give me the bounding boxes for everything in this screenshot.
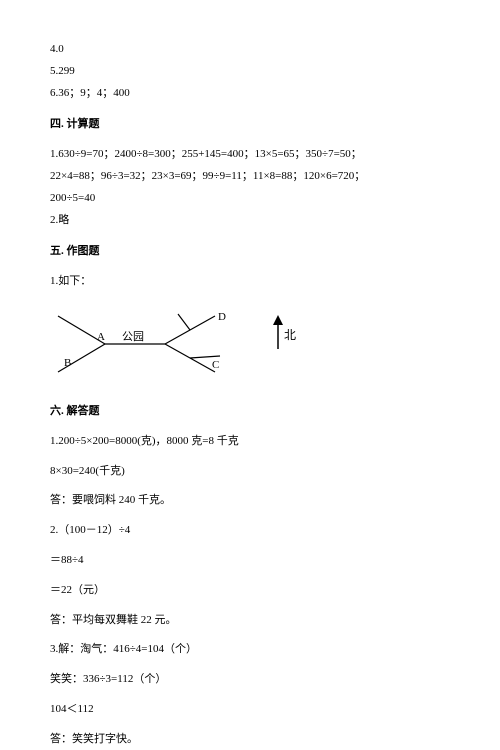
section-6-heading: 六. 解答题 [50, 402, 450, 422]
top-line-2: 5.299 [50, 62, 450, 82]
s6-q3b: 笑笑：336÷3=112（个） [50, 670, 450, 690]
top-line-3: 6.36；9；4；400 [50, 84, 450, 104]
top-line-1: 4.0 [50, 40, 450, 60]
s4-p1c: 200÷5=40 [50, 189, 450, 209]
north-label: 北 [284, 325, 296, 347]
s6-q2c: ＝22（元） [50, 581, 450, 601]
s6-q2a: 2.（100－12）÷4 [50, 521, 450, 541]
s4-p1a: 1.630÷9=70；2400÷8=300；255+145=400；13×5=6… [50, 145, 450, 165]
s5-p1: 1.如下： [50, 272, 450, 292]
s6-q1a: 1.200÷5×200=8000(克)，8000 克=8 千克 [50, 432, 450, 452]
s6-q2d: 答：平均每双舞鞋 22 元。 [50, 611, 450, 631]
s4-p2: 2.略 [50, 211, 450, 231]
s6-q2b: ＝88÷4 [50, 551, 450, 571]
s6-q1c: 答：要喂饲料 240 千克。 [50, 491, 450, 511]
section-4-heading: 四. 计算题 [50, 115, 450, 135]
s6-q3c: 104＜112 [50, 700, 450, 720]
s6-q3d: 答：笑笑打字快。 [50, 730, 450, 750]
section-5-heading: 五. 作图题 [50, 242, 450, 262]
s6-q3a: 3.解：淘气：416÷4=104（个） [50, 640, 450, 660]
label-b: B [64, 357, 71, 369]
label-d: D [218, 311, 226, 323]
s4-p1b: 22×4=88；96÷3=32；23×3=69；99÷9=11；11×8=88；… [50, 167, 450, 187]
label-c: C [212, 359, 219, 371]
north-indicator: 北 [270, 315, 286, 373]
s6-q1b: 8×30=240(千克) [50, 462, 450, 482]
diagram-row: A B C D 公园 北 [50, 304, 450, 384]
label-park: 公园 [122, 330, 144, 343]
label-a: A [97, 331, 105, 343]
park-diagram: A B C D 公园 [50, 304, 240, 384]
